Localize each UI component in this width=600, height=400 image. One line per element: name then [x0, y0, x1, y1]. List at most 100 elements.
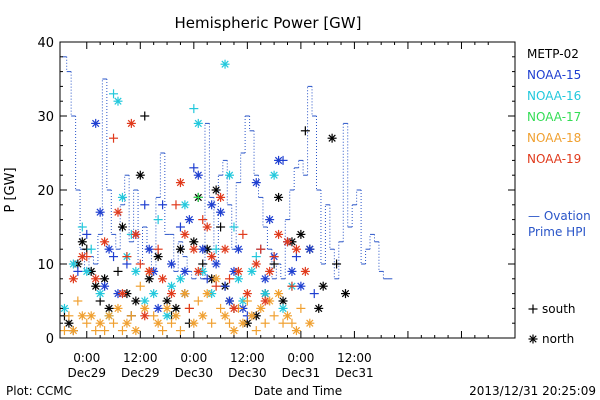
north-point [184, 215, 194, 225]
south-point [193, 296, 203, 306]
north-point [104, 311, 114, 321]
ovation-hpi-line [62, 56, 393, 280]
south-point [91, 326, 101, 336]
north-point [265, 215, 275, 225]
plot-area: 0102030400:00Dec2912:00Dec290:00Dec3012:… [37, 36, 516, 380]
series-metp-02 [59, 111, 350, 336]
north-point [287, 266, 297, 276]
north-point [296, 229, 306, 239]
north-point [291, 244, 301, 254]
north-point [113, 96, 123, 106]
north-point [131, 229, 141, 239]
north-point [216, 207, 226, 217]
legend-item-noaa-15: NOAA-15 [527, 68, 581, 82]
north-point [229, 326, 239, 336]
y-tick-label: 40 [37, 36, 54, 51]
north-point [167, 281, 177, 291]
north-point [113, 303, 123, 313]
south-point [256, 244, 266, 254]
north-point [283, 311, 292, 321]
north-point [216, 192, 226, 202]
north-point [91, 274, 101, 284]
north-point [189, 318, 199, 328]
south-point [287, 281, 297, 291]
north-point [131, 266, 141, 276]
south-point [225, 318, 235, 328]
north-point [153, 318, 163, 328]
series-noaa-19 [68, 118, 310, 321]
south-point [184, 303, 194, 313]
north-point [100, 237, 110, 247]
y-tick-label: 30 [37, 110, 54, 125]
north-point [189, 244, 199, 254]
north-point [305, 318, 315, 328]
north-point [207, 200, 217, 210]
north-point [82, 266, 92, 276]
north-point [171, 311, 181, 321]
y-axis-label: P [GW] [3, 167, 18, 212]
south-point [332, 259, 342, 269]
north-point [211, 259, 221, 269]
north-point [100, 281, 110, 291]
north-point [180, 266, 190, 276]
south-point [269, 311, 279, 321]
north-point [229, 303, 239, 313]
north-point [167, 259, 177, 269]
ovation-label-line1: — Ovation [528, 209, 591, 223]
x-axis-label: Date and Time [254, 384, 342, 398]
x-tick-date-label: Dec31 [282, 366, 321, 380]
north-point [202, 222, 212, 232]
north-point [117, 289, 127, 299]
north-point [278, 296, 288, 306]
north-point [238, 318, 248, 328]
north-point [113, 207, 123, 217]
north-point [314, 303, 324, 313]
north-point [305, 244, 315, 254]
north-point [95, 207, 105, 217]
north-point [318, 281, 328, 291]
south-point [220, 281, 230, 291]
north-point [68, 326, 78, 336]
legend: METP-02 NOAA-15 NOAA-16 NOAA-17 NOAA-18 NOAA-… [527, 47, 581, 166]
north-point [256, 303, 266, 313]
south-point [109, 318, 119, 328]
south-point [278, 155, 288, 165]
legend-item-noaa-16: NOAA-16 [527, 89, 581, 103]
south-point [135, 281, 145, 291]
north-point [300, 266, 310, 276]
north-point [95, 289, 105, 299]
north-point [180, 229, 190, 239]
north-point [225, 296, 235, 306]
north-point [175, 274, 185, 284]
north-point [242, 289, 252, 299]
north-point [144, 244, 154, 254]
y-tick-label: 20 [37, 184, 54, 199]
north-point [77, 237, 87, 247]
north-point [131, 326, 141, 336]
x-tick-time-label: 12:00 [123, 351, 158, 365]
south-point [229, 222, 239, 232]
north-point [274, 289, 284, 299]
north-point [193, 266, 203, 276]
north-point [198, 244, 208, 254]
north-point [149, 289, 159, 299]
x-tick-date-label: Dec29 [68, 366, 107, 380]
north-point [260, 296, 270, 306]
north-point [193, 170, 203, 180]
south-point [109, 89, 119, 99]
plot-credit: Plot: CCMC [6, 384, 72, 398]
north-point [274, 192, 284, 202]
south-point [109, 252, 119, 262]
north-point [296, 281, 306, 291]
north-point [175, 178, 185, 188]
south-point [126, 311, 136, 321]
north-point [247, 266, 257, 276]
south-point [287, 318, 297, 328]
north-point [198, 311, 208, 321]
south-point [300, 126, 310, 136]
north-point [233, 244, 243, 254]
north-point [251, 178, 261, 188]
y-tick-label: 0 [46, 332, 54, 347]
north-point [269, 170, 279, 180]
